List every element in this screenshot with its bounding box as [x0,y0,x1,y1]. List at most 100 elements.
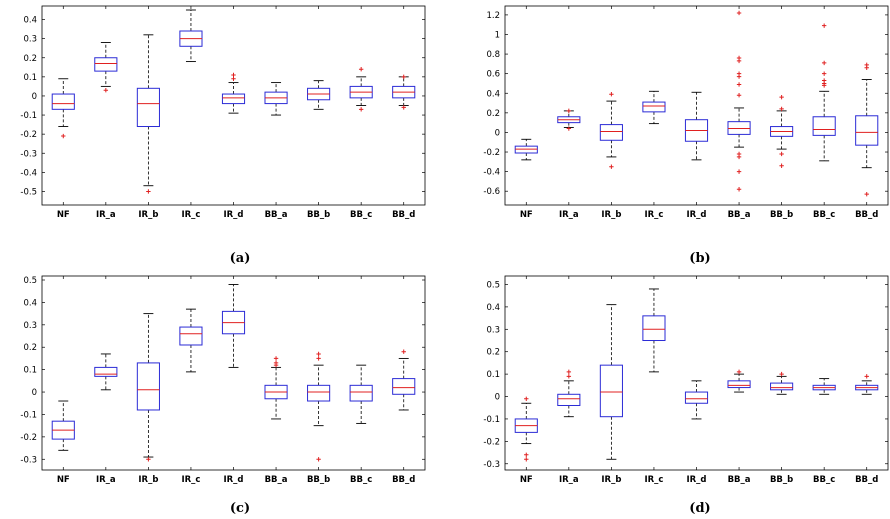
outlier-point [821,23,827,28]
outlier-point [566,374,572,379]
y-tick-label: 0.5 [23,276,37,286]
box-iqr [599,364,623,418]
outlier-point [864,65,869,70]
outlier-point [273,356,279,361]
box-iqr [727,380,751,389]
panel-label: (d) [689,501,710,516]
x-category-label: BB_b [307,210,330,220]
x-category-label: BB_d [392,475,415,485]
y-tick-label: 0.6 [486,70,500,80]
x-category-label: BB_d [855,475,878,485]
y-tick-label: 1.2 [486,11,500,21]
box-iqr [349,384,373,402]
y-tick-label: -0.1 [483,415,500,425]
outlier-point [821,71,827,76]
box-iqr [94,366,118,377]
outlier-point [524,396,529,401]
x-category-label: IR_d [686,475,706,485]
outlier-point [736,369,742,375]
x-category-label: BB_b [307,475,330,485]
outlier-point [736,169,742,174]
box-iqr [136,87,160,128]
x-category-label: BB_b [770,475,793,485]
panel-label: (a) [230,251,251,266]
outlier-point [231,72,236,78]
x-category-label: BB_c [813,210,835,220]
y-tick-label: -0.2 [483,148,500,158]
x-category-label: IR_b [138,475,158,485]
x-category-label: IR_d [686,210,706,220]
outlier-point [821,83,827,88]
y-tick-label: -0.6 [483,187,500,197]
outlier-point [779,151,784,157]
y-tick-label: -0.3 [20,149,37,159]
panel-c: 0.5 0.4 0.3 0.2 0.1 0 -0.1 -0.2 -0.3 NF IR_a IR_b IR… [20,275,426,516]
x-category-label: IR_a [96,475,116,485]
y-tick-label: 0.3 [486,325,500,335]
outlier-point [779,94,784,100]
y-tick-label: 0.4 [23,298,37,308]
plot-frame [504,5,889,206]
panel-b: 1.2 1 0.8 0.6 0.4 0.2 0 -0.2 -0.4 -0.6 NF IR_a IR_b I… [483,5,889,266]
y-tick-label: 0.2 [23,54,37,64]
y-tick-label: 0 [32,388,37,398]
x-category-label: IR_d [223,210,243,220]
outlier-point [316,351,321,357]
x-category-label: NF [520,210,533,220]
x-category-label: BB_a [265,210,288,220]
box-iqr [51,93,75,110]
outlier-point [779,371,784,377]
y-tick-label: 0.4 [486,89,500,99]
x-category-label: IR_a [96,210,116,220]
outlier-point [524,452,529,457]
y-tick-label: -0.1 [20,111,37,121]
outlier-point [736,187,742,192]
box-iqr [642,101,666,113]
box-iqr [136,362,160,411]
x-category-label: IR_c [644,475,663,485]
y-tick-label: 0 [32,92,37,102]
y-tick-label: -0.4 [20,168,37,178]
y-tick-label: 0.4 [486,303,500,313]
outlier-point [316,457,321,462]
outlier-point [864,374,869,379]
outlier-point [864,191,869,197]
outlier-point [821,60,827,66]
x-category-label: IR_b [138,210,158,220]
outlier-point [736,82,742,87]
x-category-label: BB_d [392,210,415,220]
x-category-label: BB_b [770,210,793,220]
x-category-label: BB_c [813,475,835,485]
x-category-label: BB_a [265,475,288,485]
x-category-label: BB_d [855,210,878,220]
x-category-label: IR_c [181,475,200,485]
outlier-point [316,356,321,361]
x-category-label: IR_a [559,210,579,220]
panel-a: 0.4 0.3 0.2 0.1 0 -0.1 -0.2 -0.3 -0.4 -0.5 NF IR_a I… [20,5,426,266]
y-tick-label: 0.2 [486,109,500,119]
box-iqr [684,391,709,404]
outlier-point [779,163,784,168]
outlier-point [401,105,406,110]
plot-frame [504,275,889,471]
y-tick-label: 0.4 [23,16,37,26]
outlier-point [566,369,572,375]
outlier-point [61,133,66,139]
y-tick-label: 0.1 [486,370,500,380]
box-iqr [221,93,246,105]
outlier-point [146,457,151,462]
box-iqr [599,124,623,141]
y-tick-label: -0.2 [483,437,500,447]
x-category-label: NF [57,210,70,220]
y-tick-label: -0.3 [483,460,500,470]
x-category-label: NF [520,475,533,485]
outlier-point [524,457,529,462]
box-iqr [557,393,581,406]
outlier-point [358,107,364,112]
panel-label: (b) [689,251,710,266]
box-iqr [392,378,416,395]
y-tick-label: 1 [495,30,500,40]
outlier-point [736,10,742,16]
outlier-point [736,93,742,98]
y-tick-label: 0.2 [486,348,500,358]
